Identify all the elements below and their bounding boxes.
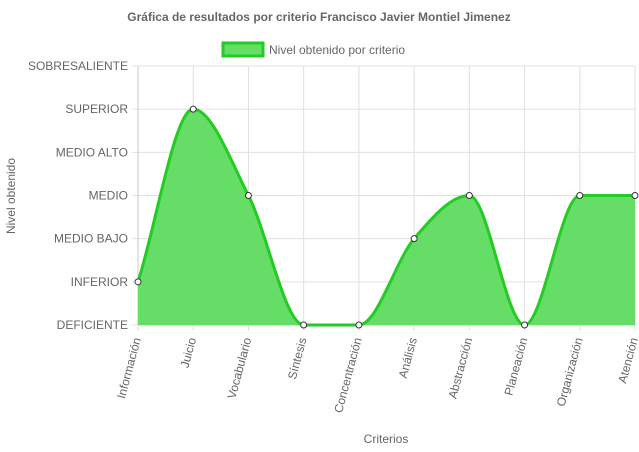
chart-title: Gráfica de resultados por criterio Franc… bbox=[127, 10, 510, 24]
data-point[interactable] bbox=[134, 278, 142, 286]
series-area-fill bbox=[138, 109, 635, 326]
y-tick-label: MEDIO ALTO bbox=[56, 145, 128, 159]
x-tick-label: Análisis bbox=[396, 336, 420, 380]
x-tick-label: Juicio bbox=[178, 336, 200, 370]
x-tick-label: Síntesis bbox=[285, 336, 310, 381]
data-point[interactable] bbox=[465, 192, 473, 199]
y-tick-label: MEDIO BAJO bbox=[54, 232, 128, 246]
x-tick-label: Concentración bbox=[331, 336, 365, 414]
x-tick-label: Información bbox=[114, 336, 144, 400]
y-tick-label: SUPERIOR bbox=[65, 102, 128, 116]
series-line bbox=[136, 107, 635, 327]
x-tick-label: Vocabulario bbox=[225, 336, 255, 401]
y-tick-labels: DEFICIENTE INFERIOR MEDIO BAJO MEDIO MEDIO A… bbox=[28, 59, 128, 332]
legend-label: Nivel obtenido por criterio bbox=[269, 43, 405, 57]
y-tick-label: MEDIO bbox=[89, 189, 128, 203]
y-axis-title: Nivel obtenido bbox=[4, 158, 18, 234]
x-tick-labels: Información Juicio Vocabulario Síntesis Conc… bbox=[114, 336, 639, 415]
data-point[interactable] bbox=[244, 192, 252, 199]
data-point[interactable] bbox=[355, 321, 363, 329]
legend[interactable]: Nivel obtenido por criterio bbox=[221, 41, 405, 58]
y-tick-label: SOBRESALIENTE bbox=[28, 59, 128, 73]
data-point[interactable] bbox=[189, 105, 197, 113]
data-point[interactable] bbox=[410, 235, 418, 243]
x-tick-label: Abstracción bbox=[445, 336, 475, 400]
points bbox=[134, 105, 639, 329]
x-tick-label: Planeación bbox=[502, 336, 531, 397]
y-tick-label: INFERIOR bbox=[71, 275, 129, 289]
data-point[interactable] bbox=[521, 321, 529, 329]
y-tick-label: DEFICIENTE bbox=[57, 318, 128, 332]
x-tick-label: Organización bbox=[554, 336, 586, 408]
legend-swatch bbox=[221, 41, 265, 58]
data-point[interactable] bbox=[631, 192, 639, 199]
x-tick-label: Atención bbox=[615, 336, 639, 385]
x-axis-title: Criterios bbox=[364, 432, 409, 446]
area-layer bbox=[136, 107, 635, 327]
data-point[interactable] bbox=[300, 321, 308, 329]
data-point[interactable] bbox=[576, 192, 584, 199]
